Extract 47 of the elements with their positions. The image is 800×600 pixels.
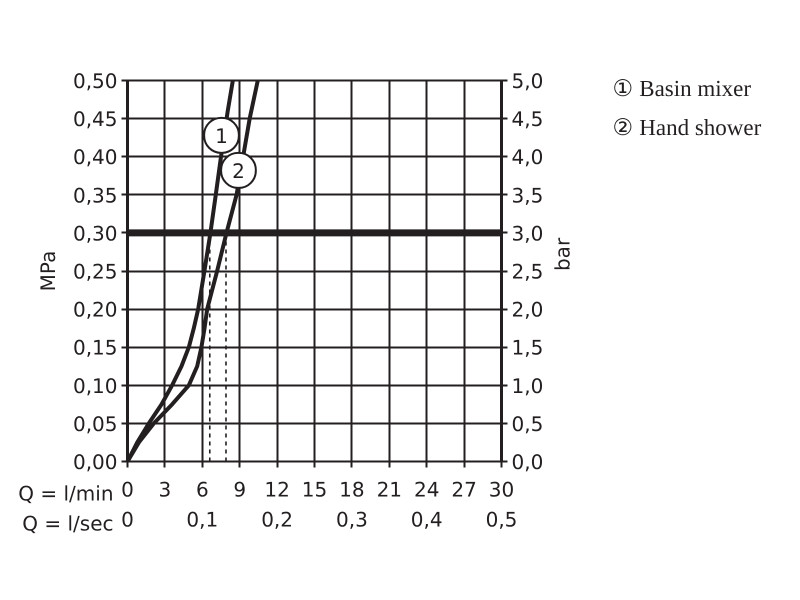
y2-tick-label: 2,0 <box>512 298 544 322</box>
y2-tick-label: 5,0 <box>512 69 544 93</box>
y2-tick-label: 1,0 <box>512 374 544 398</box>
y2-tick-label: 4,5 <box>512 107 544 132</box>
y-tick-label: 0,35 <box>72 183 118 208</box>
y-tick-label: 0,05 <box>72 412 118 436</box>
x2-tick-label: 0,3 <box>336 508 368 532</box>
x-tick-label: 30 <box>488 478 514 502</box>
x-tick-label: 18 <box>339 478 365 502</box>
x-axis-title: Q = l/min <box>18 482 114 506</box>
x-tick-label: 27 <box>451 478 477 502</box>
annotation: 1 <box>215 124 228 148</box>
y-tick-label: 0,20 <box>72 298 118 322</box>
x-tick-label: 0 <box>121 478 134 502</box>
x-tick-label: 12 <box>264 478 290 502</box>
x2-tick-label: 0 <box>121 508 134 532</box>
text: ① Basin mixer <box>612 76 752 101</box>
x-tick-label: 21 <box>376 478 402 502</box>
x2-tick-label: 0,4 <box>410 508 443 532</box>
y-tick-label: 0,40 <box>72 145 118 170</box>
y-tick-label: 0,30 <box>72 221 118 246</box>
y2-tick-label: 1,5 <box>512 336 544 360</box>
y2-tick-label: 0,0 <box>512 450 544 474</box>
x-tick-label: 24 <box>414 478 440 502</box>
y-tick-label: 0,00 <box>72 450 118 474</box>
y-tick-label: 0,10 <box>72 374 118 398</box>
x2-tick-label: 0,1 <box>186 508 218 532</box>
y-tick-label: 0,50 <box>72 69 118 93</box>
x2-axis-title: Q = l/sec <box>22 512 114 536</box>
x-tick-label: 15 <box>302 478 328 502</box>
y-axis-title: MPa <box>36 250 60 292</box>
x-tick-label: 9 <box>233 478 246 502</box>
y2-axis-title: bar <box>550 237 574 271</box>
y2-tick-label: 3,5 <box>512 183 544 208</box>
x-tick-label: 6 <box>196 478 209 502</box>
y2-tick-label: 0,5 <box>512 412 544 436</box>
x2-tick-label: 0,5 <box>486 508 518 532</box>
y-tick-label: 0,45 <box>72 107 118 132</box>
text: ② Hand shower <box>612 115 762 140</box>
y-tick-label: 0,25 <box>72 260 118 284</box>
x-tick-label: 3 <box>158 478 172 502</box>
x2-tick-label: 0,2 <box>261 508 294 532</box>
y2-tick-label: 2,5 <box>512 260 544 284</box>
y2-tick-label: 4,0 <box>512 145 544 170</box>
y2-tick-label: 3,0 <box>512 221 544 246</box>
annotation: 2 <box>232 158 245 183</box>
y-tick-label: 0,15 <box>72 336 118 360</box>
